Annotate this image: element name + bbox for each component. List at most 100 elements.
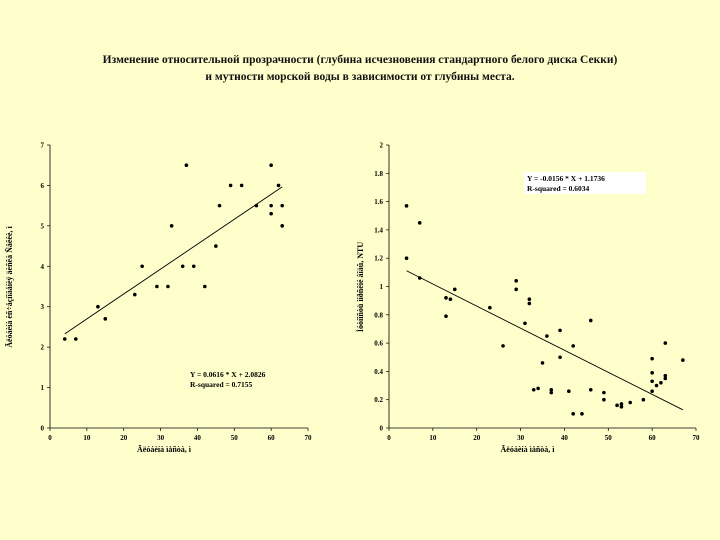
right-y-tick-label: 2 bbox=[380, 142, 384, 150]
left-data-point bbox=[169, 224, 174, 228]
left-data-point bbox=[140, 264, 144, 269]
right-y-tick-label: 0.8 bbox=[374, 311, 383, 319]
right-data-point bbox=[514, 279, 518, 283]
left-data-point bbox=[239, 183, 244, 188]
right-data-point bbox=[571, 344, 575, 348]
right-data-point bbox=[567, 389, 571, 394]
right-regression-equation: Y = -0.0156 * X + 1.1736 bbox=[527, 174, 605, 183]
left-x-tick-label: 20 bbox=[120, 434, 128, 442]
right-data-point bbox=[531, 387, 536, 392]
right-x-tick-label: 30 bbox=[517, 434, 525, 442]
right-x-tick-label: 50 bbox=[605, 434, 613, 442]
left-data-point bbox=[228, 183, 233, 188]
right-data-point bbox=[558, 355, 562, 360]
right-data-point bbox=[514, 287, 518, 292]
right-data-point bbox=[540, 361, 545, 365]
right-data-point bbox=[452, 287, 457, 292]
right-data-point bbox=[501, 344, 505, 348]
left-data-point bbox=[191, 264, 196, 269]
left-data-point bbox=[74, 337, 78, 341]
right-data-point bbox=[615, 403, 619, 408]
right-data-point bbox=[488, 305, 492, 310]
left-data-point bbox=[269, 203, 273, 208]
left-data-point bbox=[180, 264, 185, 269]
left-y-tick-label: 2 bbox=[41, 344, 45, 352]
right-data-point bbox=[444, 296, 448, 300]
right-data-point bbox=[650, 371, 654, 375]
right-data-point bbox=[654, 383, 659, 388]
right-data-point bbox=[619, 402, 624, 406]
left-x-tick-label: 30 bbox=[157, 434, 165, 442]
right-data-point bbox=[588, 318, 593, 323]
right-data-point bbox=[663, 376, 668, 381]
right-x-tick-label: 0 bbox=[387, 434, 391, 442]
right-y-tick-label: 1.2 bbox=[374, 255, 383, 263]
right-data-point bbox=[444, 314, 448, 319]
left-r-squared: R-squared = 0.7155 bbox=[190, 380, 253, 389]
left-y-tick-label: 1 bbox=[41, 384, 45, 392]
left-data-point bbox=[166, 284, 170, 289]
right-data-point bbox=[527, 301, 532, 306]
left-x-tick-label: 0 bbox=[48, 434, 52, 442]
left-data-point bbox=[96, 304, 100, 309]
left-data-point bbox=[280, 224, 285, 228]
right-data-point bbox=[602, 390, 606, 395]
right-data-point bbox=[588, 387, 593, 392]
right-data-point bbox=[527, 297, 532, 302]
right-y-tick-label: 0.4 bbox=[374, 368, 383, 376]
left-regression-line bbox=[64, 186, 283, 335]
right-x-tick-label: 40 bbox=[561, 434, 569, 442]
right-y-axis-label: Ìóòíîñòü ìîðñêîé âîäû, NTU bbox=[355, 242, 365, 332]
right-data-point bbox=[619, 404, 624, 409]
right-data-point bbox=[580, 412, 584, 416]
left-x-tick-label: 40 bbox=[194, 434, 202, 442]
left-data-point bbox=[269, 211, 273, 216]
left-data-point bbox=[203, 284, 207, 289]
right-y-tick-label: 0.2 bbox=[374, 396, 383, 404]
left-x-axis-label: Ãëóáèíà ìåñòà, ì bbox=[137, 445, 192, 454]
left-x-tick-label: 50 bbox=[231, 434, 239, 442]
right-data-point bbox=[545, 334, 549, 338]
left-data-point bbox=[214, 244, 218, 248]
right-data-point bbox=[523, 321, 527, 326]
left-y-tick-label: 0 bbox=[41, 425, 45, 433]
chart-title-line-1: Изменение относительной прозрачности (гл… bbox=[102, 54, 618, 66]
right-data-point bbox=[650, 356, 654, 361]
left-y-tick-label: 7 bbox=[41, 142, 45, 150]
right-y-tick-label: 1.6 bbox=[374, 198, 383, 206]
right-data-point bbox=[549, 390, 554, 395]
left-x-tick-label: 10 bbox=[83, 434, 91, 442]
right-x-tick-label: 60 bbox=[649, 434, 657, 442]
left-data-point bbox=[103, 317, 108, 321]
left-data-point bbox=[155, 284, 159, 289]
left-y-tick-label: 4 bbox=[41, 263, 45, 271]
right-data-point bbox=[417, 221, 422, 225]
right-x-tick-label: 70 bbox=[693, 434, 701, 442]
right-data-point bbox=[571, 412, 575, 416]
right-regression-line bbox=[406, 270, 684, 411]
right-x-tick-label: 10 bbox=[429, 434, 437, 442]
chart-title: Изменение относительной прозрачности (гл… bbox=[20, 52, 700, 86]
left-data-point bbox=[269, 163, 273, 168]
right-r-squared: R-squared = 0.6034 bbox=[527, 184, 590, 193]
left-x-tick-label: 60 bbox=[268, 434, 276, 442]
left-x-tick-label: 70 bbox=[305, 434, 313, 442]
right-data-point bbox=[549, 387, 554, 392]
right-data-point bbox=[558, 328, 562, 333]
right-x-tick-label: 20 bbox=[473, 434, 481, 442]
right-y-tick-label: 0 bbox=[380, 425, 384, 433]
right-y-tick-label: 0.6 bbox=[374, 340, 383, 348]
right-data-point bbox=[650, 379, 654, 384]
right-data-point bbox=[536, 386, 540, 391]
right-data-point bbox=[404, 204, 409, 208]
right-data-point bbox=[663, 373, 668, 378]
chart-title-line-2: и мутности морской воды в зависимости от… bbox=[205, 71, 515, 83]
right-equation-box bbox=[524, 172, 646, 194]
left-data-point bbox=[184, 163, 189, 168]
left-data-point bbox=[276, 183, 281, 188]
right-data-point bbox=[663, 341, 668, 345]
right-data-point bbox=[641, 397, 646, 402]
right-data-point bbox=[650, 389, 654, 394]
